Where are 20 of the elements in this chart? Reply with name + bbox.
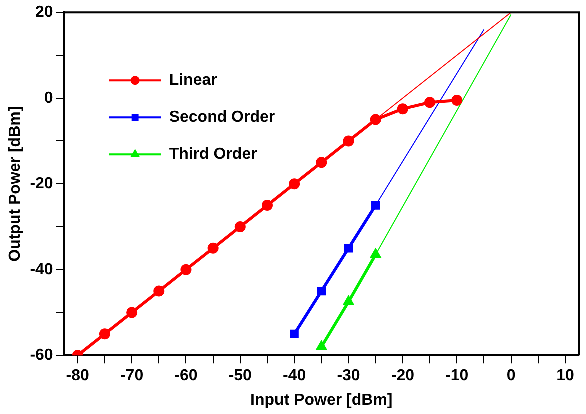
x-tick-label: -10 — [446, 368, 469, 385]
y-tick-label: -20 — [30, 176, 54, 193]
y-tick-label: -60 — [30, 347, 54, 364]
x-tick-label: -60 — [174, 368, 198, 385]
x-axis-title: Input Power [dBm] — [250, 392, 393, 409]
y-tick-label: 20 — [36, 4, 54, 22]
y-axis-title: Output Power [dBm] — [7, 106, 24, 262]
x-tick-label: -30 — [337, 368, 360, 385]
x-tick-label: -20 — [391, 368, 415, 385]
y-tick-label: -40 — [30, 261, 54, 278]
x-tick-label: -40 — [283, 368, 306, 385]
y-tick-label: 0 — [44, 90, 54, 107]
legend-label: Second Order — [169, 109, 276, 126]
legend-label: Linear — [169, 72, 218, 90]
x-tick-label: 10 — [556, 368, 574, 385]
x-tick-label: -50 — [228, 368, 252, 385]
legend-label: Third Order — [169, 146, 258, 164]
x-tick-label: -80 — [66, 368, 90, 385]
x-tick-label: 0 — [506, 368, 516, 385]
x-tick-label: -70 — [120, 368, 144, 385]
